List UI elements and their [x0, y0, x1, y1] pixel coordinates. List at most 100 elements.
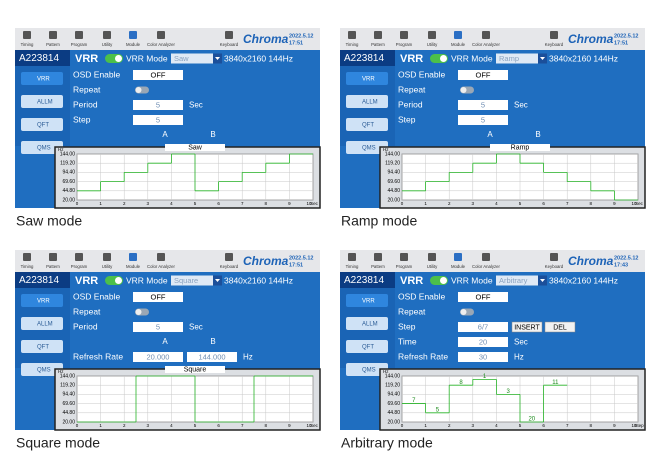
value-box[interactable] [133, 292, 183, 302]
toolbar-icon[interactable] [348, 253, 356, 261]
value-box[interactable] [458, 322, 508, 332]
sidebar-label: QMS [362, 146, 376, 152]
value-text: 5 [156, 322, 160, 331]
sidebar-button[interactable] [346, 95, 388, 108]
toolbar-icon[interactable] [157, 31, 165, 39]
toolbar-icon[interactable] [75, 253, 83, 261]
arrow [540, 279, 545, 282]
toolbar-icon[interactable] [374, 253, 382, 261]
toolbar-icon[interactable] [374, 31, 382, 39]
value-box[interactable] [133, 115, 183, 125]
mode-dropdown[interactable] [171, 53, 213, 64]
time: 17:51 [289, 40, 303, 46]
sidebar-button[interactable] [21, 72, 63, 85]
button[interactable] [544, 321, 576, 333]
value-box[interactable] [458, 115, 508, 125]
toolbar-icon[interactable] [482, 31, 490, 39]
sidebar-button[interactable] [346, 363, 388, 376]
toolbar-icon[interactable] [49, 253, 57, 261]
sidebar-label: VRR [37, 299, 50, 305]
button[interactable] [511, 321, 543, 333]
y-tick-label: 20.00 [62, 197, 75, 203]
step-label: 1 [483, 374, 487, 380]
sidebar-button[interactable] [346, 340, 388, 353]
toolbar-icon[interactable] [454, 31, 462, 39]
x-tick-label: 3 [472, 423, 475, 428]
value-box[interactable] [133, 322, 183, 332]
toolbar-icon[interactable] [129, 31, 137, 39]
toolbar-icon[interactable] [157, 253, 165, 261]
sidebar-button[interactable] [346, 317, 388, 330]
field-label: Refresh Rate [73, 351, 123, 361]
sidebar-button[interactable] [21, 118, 63, 131]
value-box[interactable] [458, 100, 508, 110]
value-box[interactable] [133, 70, 183, 80]
toolbar-icon[interactable] [428, 253, 436, 261]
value-box[interactable] [133, 100, 183, 110]
sidebar-button[interactable] [346, 118, 388, 131]
toolbar-icon[interactable] [400, 253, 408, 261]
toolbar [15, 28, 320, 50]
sidebar-button[interactable] [21, 141, 63, 154]
toggle-knob [440, 277, 447, 284]
toolbar-icon[interactable] [129, 253, 137, 261]
toolbar-icon[interactable] [400, 31, 408, 39]
step-label: 11 [552, 380, 559, 386]
date: 2022.5.12 [289, 255, 313, 261]
screenshot: Timing Pattern Program Utility Module Color A… [15, 28, 321, 209]
value-box[interactable] [458, 337, 508, 347]
y-tick-label: 144.00 [385, 373, 401, 379]
toolbar-icon[interactable] [23, 253, 31, 261]
sidebar-button[interactable] [346, 72, 388, 85]
sidebar-label: QFT [37, 123, 49, 129]
step-label: 5 [436, 407, 440, 413]
caption: Arbitrary mode [341, 435, 433, 451]
mode-dropdown[interactable] [496, 53, 538, 64]
toolbar-icon[interactable] [348, 31, 356, 39]
sidebar-label: ALLM [362, 100, 378, 106]
sidebar-button[interactable] [21, 294, 63, 307]
toolbar-icon[interactable] [454, 253, 462, 261]
sidebar-button[interactable] [21, 95, 63, 108]
toolbar-label: Color Analyzer [147, 264, 176, 269]
toolbar-icon[interactable] [550, 31, 558, 39]
x-tick-label: 6 [217, 201, 220, 206]
toolbar-icon[interactable] [103, 31, 111, 39]
mode-dropdown[interactable] [496, 275, 538, 286]
resolution: 3840x2160 144Hz [549, 275, 618, 285]
y-unit: Hz [58, 369, 64, 374]
toolbar-icon[interactable] [49, 31, 57, 39]
title: VRR [400, 53, 423, 65]
sidebar-label: QMS [37, 368, 51, 374]
sidebar-button[interactable] [346, 141, 388, 154]
value-box[interactable] [187, 352, 237, 362]
sidebar-button[interactable] [21, 363, 63, 376]
x-unit: Step [634, 423, 644, 428]
toolbar-icon[interactable] [482, 253, 490, 261]
x-tick-label: 5 [194, 201, 197, 206]
toolbar-label: Module [451, 264, 466, 269]
toolbar-icon[interactable] [225, 253, 233, 261]
toolbar-icon[interactable] [23, 31, 31, 39]
toolbar-icon[interactable] [75, 31, 83, 39]
arrow [215, 57, 220, 60]
sidebar-button[interactable] [21, 340, 63, 353]
x-tick-label: 6 [542, 423, 545, 428]
value-box[interactable] [458, 70, 508, 80]
field-label: Repeat [73, 306, 101, 316]
toolbar-icon[interactable] [428, 31, 436, 39]
toolbar-label: Utility [427, 42, 438, 47]
value-box[interactable] [458, 292, 508, 302]
value-box[interactable] [458, 352, 508, 362]
toolbar-icon[interactable] [103, 253, 111, 261]
toolbar-icon[interactable] [225, 31, 233, 39]
value-text: 5 [481, 100, 485, 109]
value-text: 144.000 [198, 352, 225, 361]
sidebar-button[interactable] [346, 294, 388, 307]
value-box[interactable] [133, 352, 183, 362]
sidebar-button[interactable] [21, 317, 63, 330]
mode-dropdown[interactable] [171, 275, 213, 286]
field-label: Step [73, 114, 91, 124]
device-id: A223814 [344, 275, 384, 286]
toolbar-icon[interactable] [550, 253, 558, 261]
